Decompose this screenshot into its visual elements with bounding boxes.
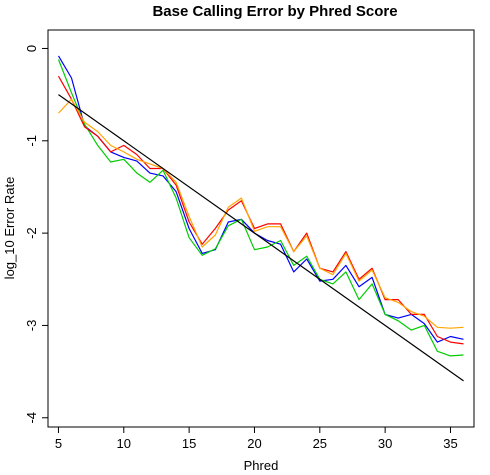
x-tick-label: 20 — [247, 436, 261, 451]
series-line-3 — [57, 75, 464, 345]
y-tick-label: -2 — [24, 227, 39, 239]
x-tick-label: 35 — [443, 436, 457, 451]
x-tick-label: 10 — [117, 436, 131, 451]
y-tick-label: -3 — [24, 320, 39, 332]
x-tick-label: 30 — [378, 436, 392, 451]
series-line-2 — [57, 59, 464, 357]
y-axis-label: log_10 Error Rate — [2, 177, 17, 280]
x-axis-label: Phred — [244, 458, 279, 473]
y-tick-label: -4 — [24, 412, 39, 424]
plot-frame — [47, 29, 475, 428]
x-tick-label: 15 — [182, 436, 196, 451]
x-tick-label: 5 — [55, 436, 62, 451]
chart-title: Base Calling Error by Phred Score — [152, 3, 397, 20]
y-tick-label: -1 — [24, 135, 39, 147]
trend-line — [58, 94, 464, 382]
series-line-4 — [58, 98, 464, 329]
y-axis: 0 -1 -2 -3 -4 — [24, 45, 48, 424]
series-lines — [57, 55, 464, 382]
y-tick-label: 0 — [24, 45, 39, 52]
x-axis: 5 10 15 20 25 30 35 — [55, 427, 458, 451]
series-line-1 — [57, 55, 464, 343]
x-tick-label: 25 — [313, 436, 327, 451]
